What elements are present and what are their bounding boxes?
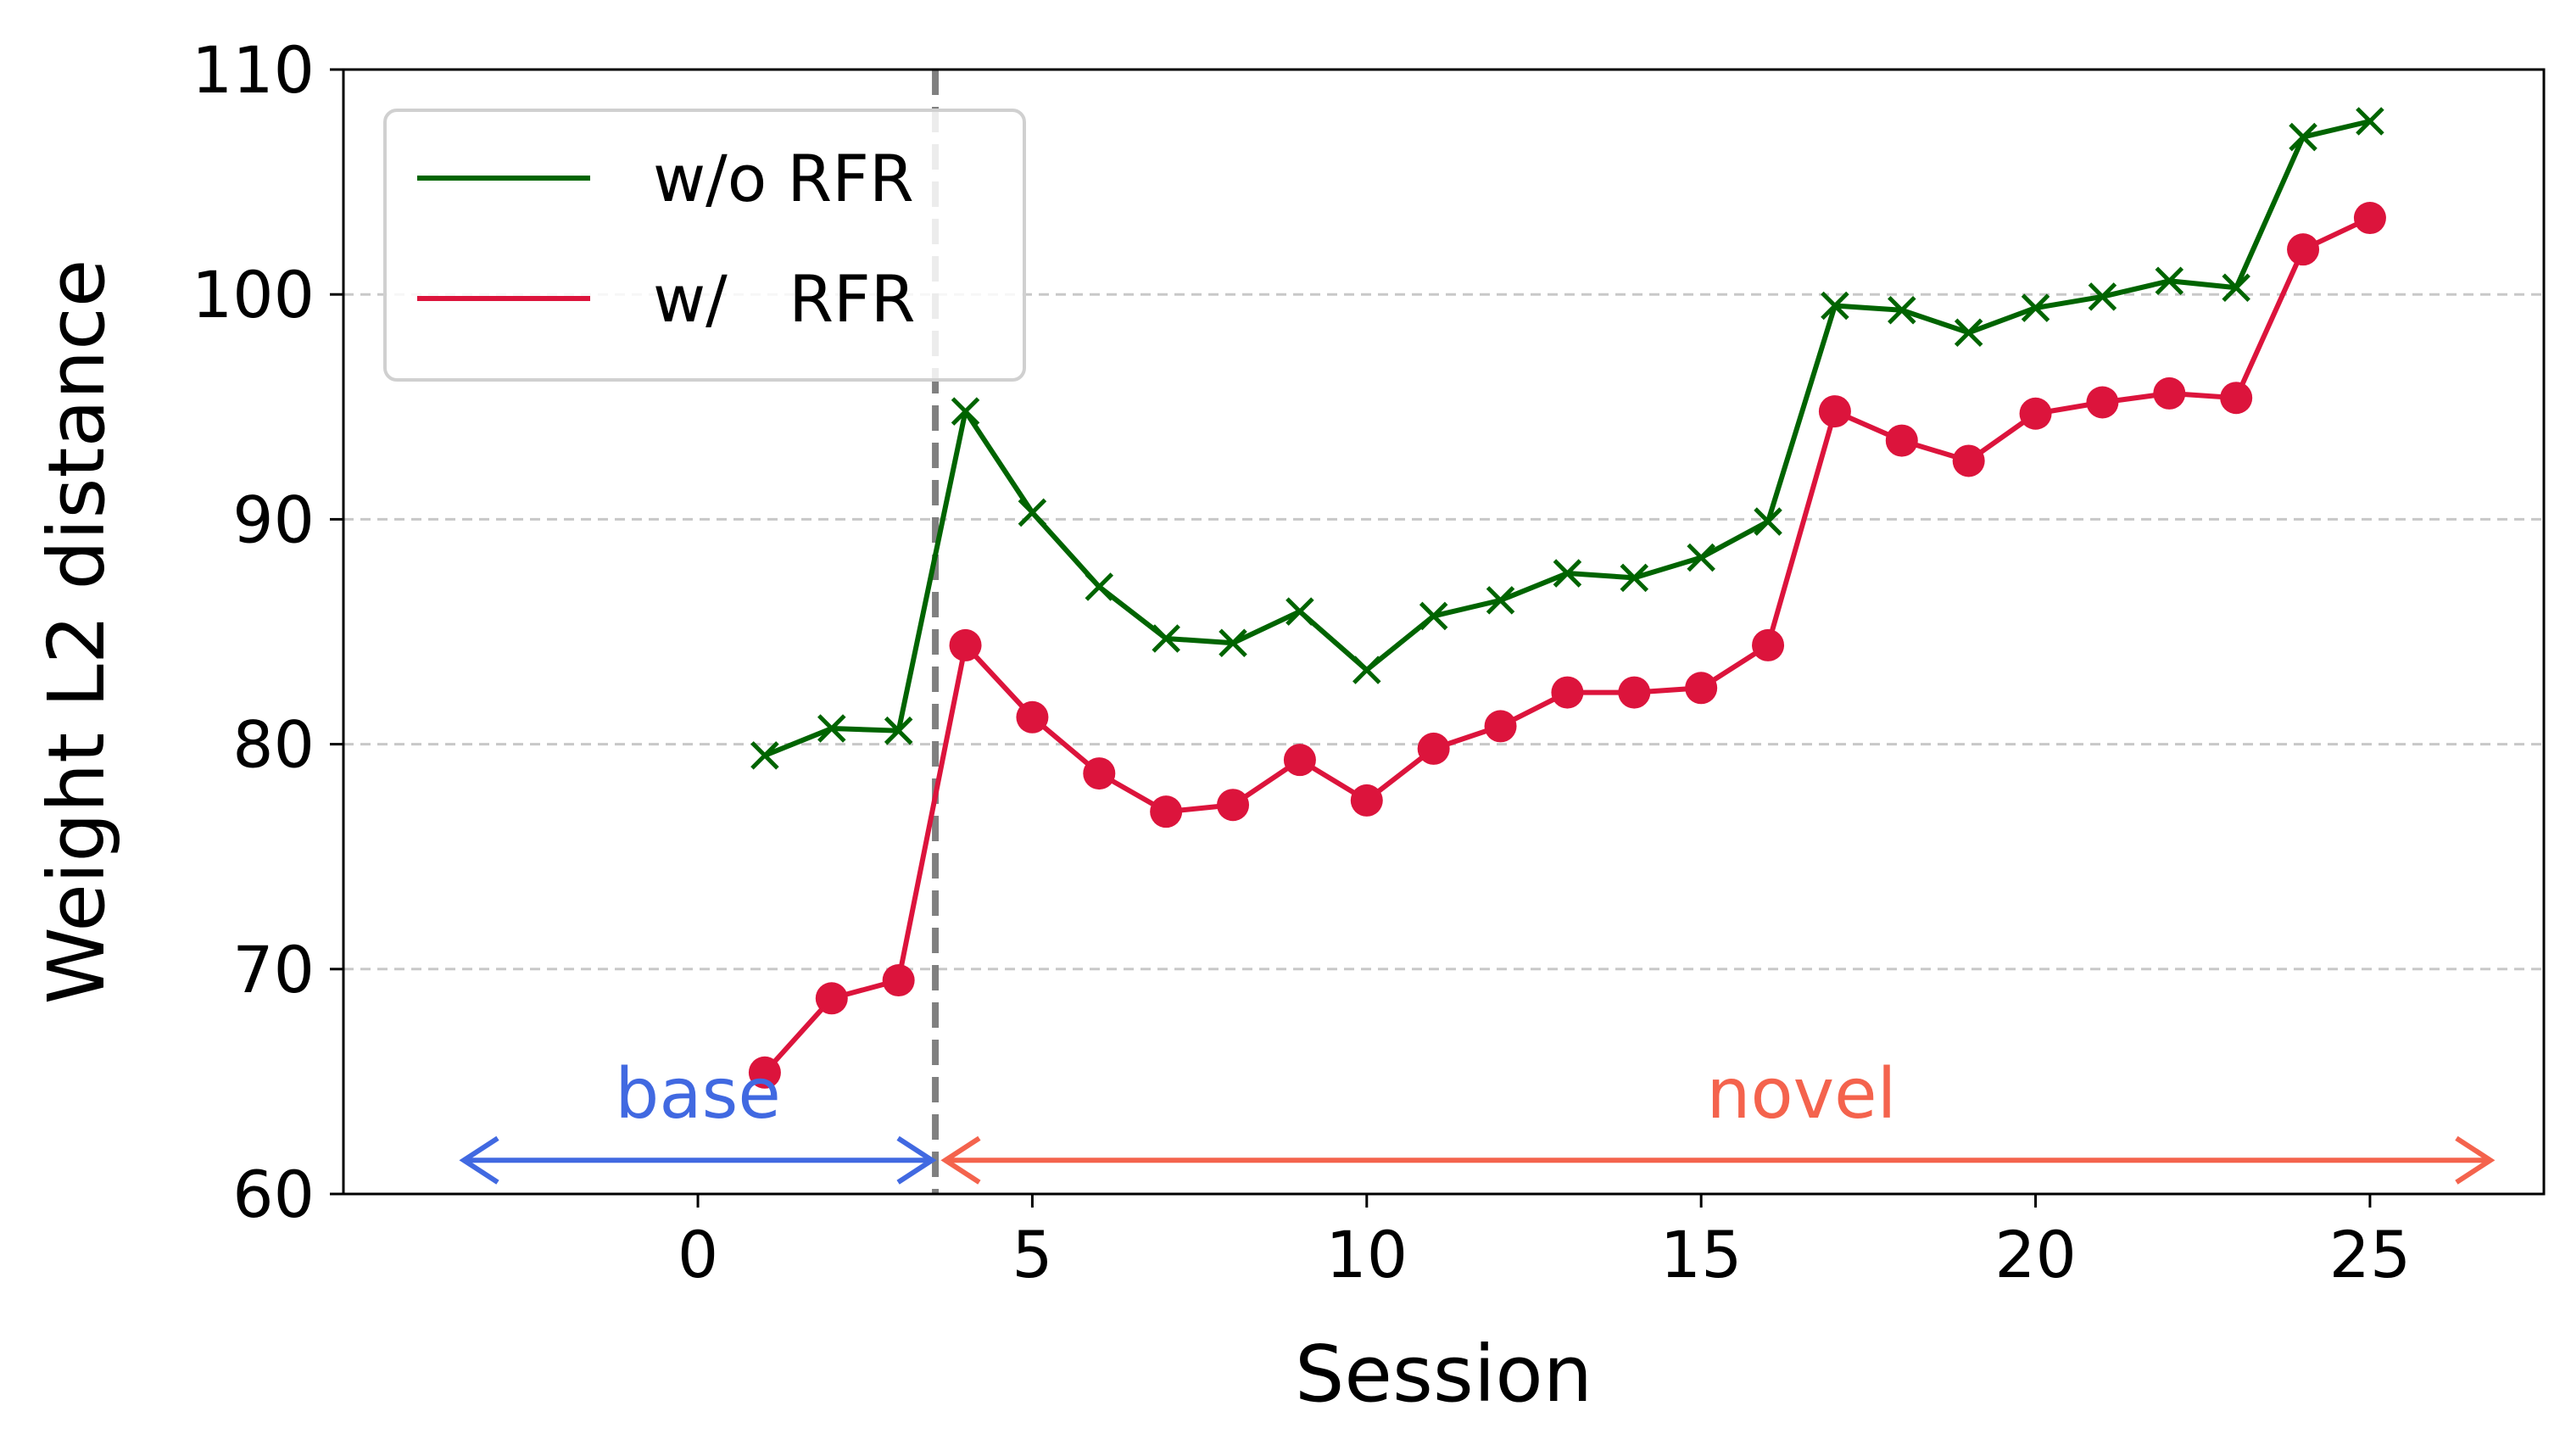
data-point	[1618, 676, 1651, 709]
y-tick-label: 100	[192, 257, 315, 332]
data-point	[1286, 597, 1314, 626]
data-point	[1885, 424, 1918, 457]
data-point	[1818, 395, 1851, 428]
data-point	[1952, 444, 1985, 477]
data-point	[882, 964, 915, 997]
series-group	[748, 107, 2386, 1089]
x-tick-label: 25	[2329, 1217, 2412, 1292]
x-tick-label: 15	[1660, 1217, 1743, 1292]
x-axis-label: Session	[1295, 1329, 1592, 1420]
data-point	[1752, 628, 1785, 661]
arrow-head-right	[896, 1135, 937, 1185]
gridlines	[343, 293, 2544, 971]
data-point	[2021, 293, 2050, 322]
data-point	[2356, 107, 2384, 136]
data-point	[1419, 601, 1448, 631]
data-point	[2222, 273, 2250, 303]
y-tick-label: 90	[232, 482, 315, 557]
data-point	[1620, 563, 1649, 593]
data-point	[2220, 382, 2253, 415]
data-point	[817, 714, 846, 743]
data-point	[2289, 122, 2317, 152]
annotation-label: novel	[1707, 1054, 1897, 1135]
arrow-head-right	[2455, 1135, 2496, 1185]
data-point	[1553, 559, 1582, 588]
legend-label: w/o RFR	[653, 141, 914, 216]
data-point	[1350, 784, 1383, 817]
data-point	[2353, 202, 2386, 235]
data-point	[1754, 507, 1782, 536]
x-tick-label: 0	[678, 1217, 718, 1292]
y-tick-label: 80	[232, 707, 315, 783]
legend-label: w/ RFR	[653, 261, 916, 337]
data-point	[1217, 789, 1250, 822]
data-point	[1150, 795, 1183, 828]
data-point	[1083, 757, 1116, 790]
y-axis-label: Weight L2 distance	[31, 259, 122, 1005]
data-point	[1417, 732, 1450, 765]
data-point	[1687, 543, 1715, 572]
data-point	[2019, 397, 2052, 430]
data-point	[1352, 655, 1381, 684]
data-point	[750, 741, 779, 770]
data-point	[1821, 291, 1849, 321]
y-tick-label: 110	[192, 32, 315, 108]
data-point	[2153, 377, 2186, 410]
annotations: base novel	[459, 1054, 2496, 1185]
data-point	[2287, 233, 2320, 266]
data-point	[1152, 624, 1180, 653]
axis-ticks: 60 70 80 90 100 110 0 5 10 15 20 25	[192, 32, 2411, 1292]
data-point	[1486, 586, 1515, 615]
data-point	[1551, 676, 1584, 709]
plot-area-frame	[342, 68, 2546, 1196]
y-tick-label: 70	[232, 932, 315, 1007]
data-point	[1085, 572, 1114, 601]
data-point	[2086, 386, 2119, 419]
data-point	[2155, 266, 2184, 296]
x-tick-label: 5	[1012, 1217, 1052, 1292]
data-point	[1685, 672, 1718, 705]
data-point	[815, 982, 848, 1015]
x-tick-label: 20	[1994, 1217, 2077, 1292]
data-point	[1484, 710, 1517, 743]
data-point	[1018, 498, 1047, 527]
arrow-head-left	[940, 1135, 981, 1185]
annotation-label: base	[615, 1054, 780, 1135]
data-point	[2088, 282, 2117, 311]
arrow-head-left	[459, 1135, 499, 1185]
legend: w/o RFR w/ RFR	[383, 109, 1026, 382]
data-point	[884, 716, 913, 745]
data-point	[951, 397, 980, 426]
data-point	[1283, 744, 1316, 777]
y-tick-label: 60	[232, 1157, 315, 1232]
x-tick-label: 10	[1325, 1217, 1408, 1292]
data-point	[1016, 700, 1049, 734]
data-point	[1219, 628, 1247, 658]
data-point	[949, 628, 982, 661]
data-point	[748, 1056, 781, 1089]
data-point	[1888, 295, 1916, 325]
data-point	[1954, 318, 1983, 348]
